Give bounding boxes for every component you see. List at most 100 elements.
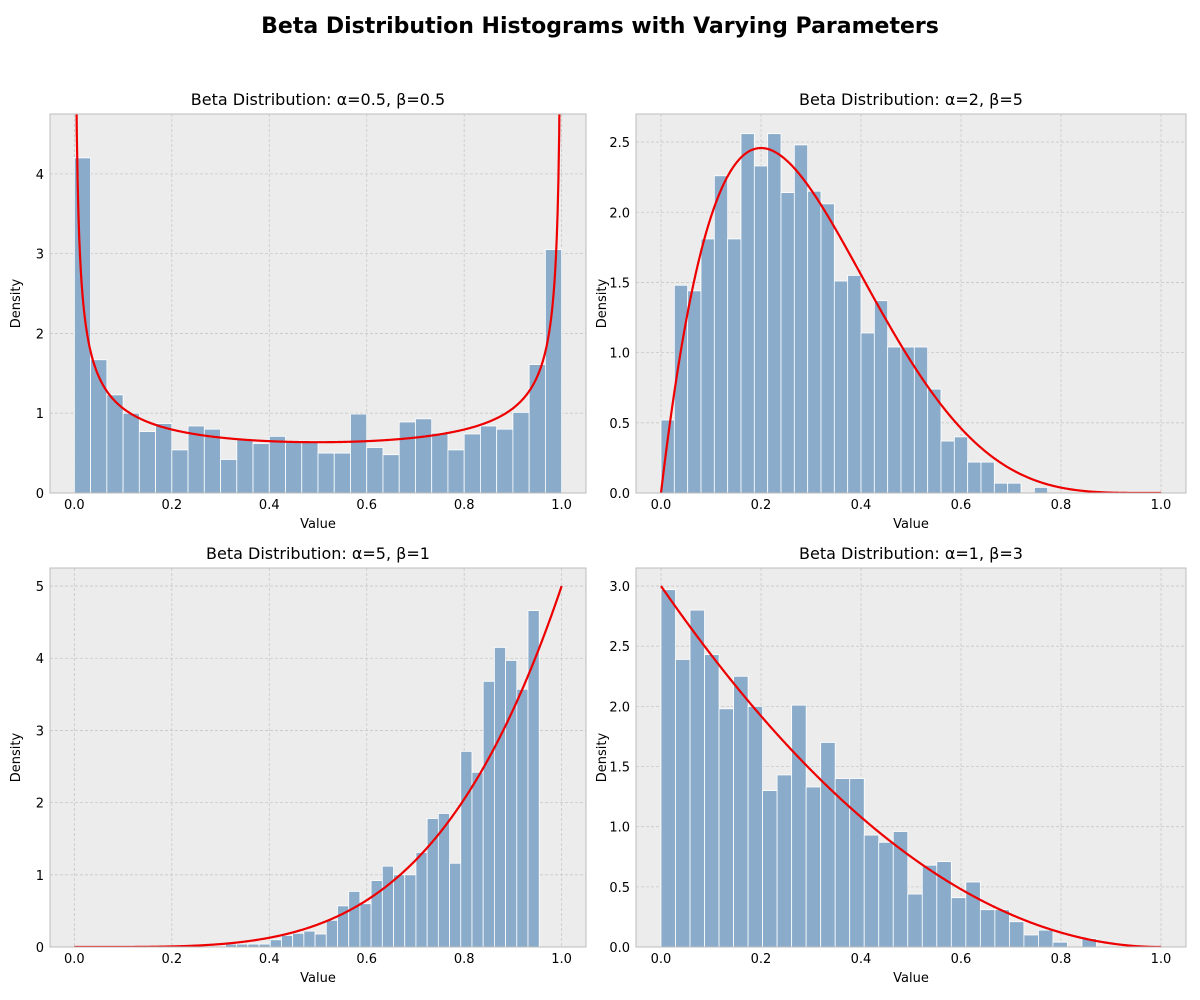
histogram-bar xyxy=(73,157,92,493)
histogram-bar xyxy=(393,874,406,947)
y-tick-label: 5 xyxy=(36,580,44,595)
histogram-bar xyxy=(950,897,967,947)
histogram-bar xyxy=(733,675,749,947)
histogram-bar xyxy=(780,192,795,493)
histogram-bar xyxy=(689,609,705,947)
x-tick-label: 0.8 xyxy=(1051,952,1072,967)
y-tick-label: 3.0 xyxy=(609,580,630,595)
subplot-3: 0.0 0.2 0.4 0.6 0.8 1.0 0 1 2 3 4 5 Value Density Beta… xyxy=(9,544,587,986)
histogram-bar xyxy=(171,449,189,493)
x-tick-label: 0.6 xyxy=(356,498,377,513)
subplot-title: Beta Distribution: α=5, β=1 xyxy=(206,544,430,563)
histogram-bar xyxy=(927,388,942,493)
histogram-bar xyxy=(493,647,507,947)
histogram-bar xyxy=(292,932,305,947)
y-tick-label: 0.5 xyxy=(609,417,630,432)
x-tick-label: 0.8 xyxy=(454,498,475,513)
histogram-bar xyxy=(907,893,923,947)
histogram-bar xyxy=(404,874,417,947)
histogram-bars xyxy=(73,157,563,493)
histogram-bar xyxy=(203,428,221,493)
x-tick-label: 0.0 xyxy=(651,952,672,967)
y-tick-label: 3 xyxy=(36,724,44,739)
histogram-bar xyxy=(936,861,952,947)
histogram-bar xyxy=(849,778,865,947)
histogram-bar xyxy=(660,589,676,947)
subplot-1: 0.0 0.2 0.4 0.6 0.8 1.0 0 1 2 3 4 Value Density Beta … xyxy=(9,90,587,532)
axes-frame xyxy=(635,567,1187,948)
histogram-bar xyxy=(447,449,465,493)
histogram-bar xyxy=(1007,482,1022,493)
histogram-bar xyxy=(415,852,428,947)
histogram-bar xyxy=(122,412,140,493)
y-tick-label: 2.0 xyxy=(609,206,630,221)
histogram-bar xyxy=(860,332,875,493)
histogram-bar xyxy=(873,300,889,493)
histogram-bar xyxy=(791,704,807,947)
histogram-bar xyxy=(878,841,894,947)
histogram-bar xyxy=(887,346,902,493)
histogram-bar xyxy=(544,249,563,493)
histogram-bar xyxy=(480,425,498,493)
y-tick-label: 2 xyxy=(36,327,44,342)
histogram-bar xyxy=(527,610,540,947)
histogram-bar xyxy=(106,394,124,493)
x-tick-label: 0.6 xyxy=(951,498,972,513)
histogram-bar xyxy=(767,133,782,493)
x-tick-label: 1.0 xyxy=(1151,952,1172,967)
histogram-bar xyxy=(512,412,530,493)
histogram-bar xyxy=(350,413,368,493)
y-tick-label: 4 xyxy=(36,652,44,667)
histogram-bars xyxy=(225,610,540,947)
x-tick-label: 0.2 xyxy=(751,498,772,513)
histogram-bar xyxy=(1052,941,1068,947)
y-tick-label: 1.0 xyxy=(609,821,630,836)
histogram-bar xyxy=(965,881,981,947)
histogram-bar xyxy=(1038,929,1054,947)
histogram-bar xyxy=(820,742,836,947)
x-tick-label: 0.0 xyxy=(64,952,85,967)
histogram-bar xyxy=(993,482,1009,493)
y-tick-label: 1.5 xyxy=(609,276,630,291)
histogram-bar xyxy=(482,680,495,947)
histogram-bar xyxy=(994,909,1010,947)
x-tick-label: 0.0 xyxy=(64,498,85,513)
histogram-bar xyxy=(700,238,715,493)
x-axis-label: Value xyxy=(893,971,929,986)
histogram-bar xyxy=(892,831,909,947)
y-tick-label: 0.0 xyxy=(609,941,630,956)
histogram-bar xyxy=(1023,934,1039,947)
histogram-bars xyxy=(660,589,1097,947)
pdf-curve xyxy=(659,146,1161,493)
y-tick-label: 1.0 xyxy=(609,347,630,362)
axes-frame xyxy=(635,113,1187,494)
histogram-bar xyxy=(704,654,720,947)
subplot-4: 0.0 0.2 0.4 0.6 0.8 1.0 0.0 0.5 1.0 1.5 2.0 2.5 3.0 V… xyxy=(595,544,1187,986)
histogram-bar xyxy=(236,439,254,493)
histogram-bar xyxy=(252,443,270,493)
x-tick-label: 1.0 xyxy=(1151,498,1172,513)
histogram-bar xyxy=(90,359,108,493)
y-tick-label: 3 xyxy=(36,248,44,263)
histogram-bar xyxy=(281,935,294,947)
y-tick-label: 1 xyxy=(36,869,44,884)
histogram-bar xyxy=(314,933,327,947)
x-tick-label: 0.8 xyxy=(1051,498,1072,513)
y-tick-label: 4 xyxy=(36,168,44,183)
x-tick-label: 1.0 xyxy=(551,498,572,513)
histogram-bar xyxy=(471,771,484,947)
x-tick-label: 0.2 xyxy=(161,498,182,513)
histogram-bar xyxy=(1033,486,1049,493)
histogram-bar xyxy=(382,454,400,493)
y-tick-label: 1 xyxy=(36,407,44,422)
histogram-bar xyxy=(807,190,822,493)
x-tick-label: 0.4 xyxy=(851,952,872,967)
y-tick-label: 2.5 xyxy=(609,640,630,655)
y-tick-label: 2 xyxy=(36,797,44,812)
subplot-title: Beta Distribution: α=1, β=3 xyxy=(799,544,1023,563)
pdf-curve xyxy=(75,114,561,444)
x-axis-label: Value xyxy=(300,971,336,986)
histogram-bar xyxy=(303,930,316,947)
histogram-bar xyxy=(528,364,546,493)
